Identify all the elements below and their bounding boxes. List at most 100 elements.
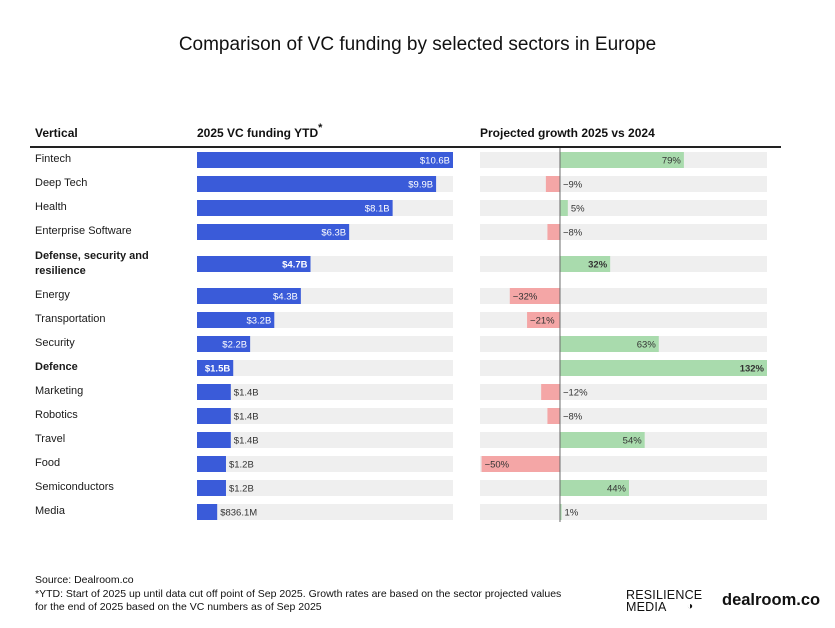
- growth-bar: [559, 336, 659, 352]
- header-growth: Projected growth 2025 vs 2024: [480, 126, 655, 140]
- funding-value-label: $10.6B: [420, 156, 450, 167]
- growth-bar: [545, 176, 560, 192]
- category-label: Semiconductors: [35, 481, 114, 493]
- funding-value-label: $1.2B: [229, 484, 254, 495]
- category-label: Food: [35, 457, 61, 469]
- category-label: Defense, security and resilience: [35, 250, 149, 277]
- growth-value-label: −50%: [485, 460, 510, 471]
- funding-value-label: $1.5B: [205, 364, 230, 375]
- funding-bar: [197, 152, 453, 168]
- funding-bar: [197, 456, 226, 472]
- growth-bar: [559, 152, 684, 168]
- growth-value-label: −8%: [563, 412, 583, 423]
- category-label: Marketing: [35, 385, 84, 397]
- funding-track: [197, 432, 453, 448]
- header-rule: [30, 146, 781, 148]
- funding-value-label: $6.3B: [321, 228, 346, 239]
- category-label: Media: [35, 505, 65, 517]
- growth-bar: [559, 256, 611, 272]
- category-label: Defence: [35, 361, 78, 373]
- growth-value-label: 5%: [571, 204, 585, 215]
- funding-value-label: $8.1B: [365, 204, 390, 215]
- category-label: Transportation: [35, 313, 106, 325]
- funding-bar: [197, 200, 393, 216]
- resilience-logo-line1: RESILIENCE: [626, 588, 703, 602]
- funding-value-label: $4.3B: [273, 292, 298, 303]
- footnote: *YTD: Start of 2025 up until data cut of…: [35, 588, 562, 613]
- growth-bar: [559, 360, 767, 376]
- funding-bar: [197, 176, 437, 192]
- source-note: Source: Dealroom.co: [35, 574, 134, 586]
- growth-value-label: 1%: [565, 508, 579, 519]
- funding-bar: [197, 224, 350, 240]
- funding-bar: [197, 256, 311, 272]
- funding-bar: [197, 360, 234, 376]
- funding-value-label: $4.7B: [282, 260, 307, 271]
- growth-value-label: −9%: [563, 180, 583, 191]
- growth-bar: [559, 480, 629, 496]
- category-label: Security: [35, 337, 75, 349]
- growth-value-label: 54%: [623, 436, 643, 447]
- category-label: Health: [35, 201, 67, 213]
- category-label: Enterprise Software: [35, 225, 132, 237]
- category-label: Travel: [35, 433, 66, 445]
- chart-title: Comparison of VC funding by selected sec…: [178, 34, 657, 55]
- resilience-media-logo: RESILIENCE MEDIA: [626, 588, 703, 614]
- header-funding: 2025 VC funding YTD*: [197, 122, 322, 140]
- funding-track: [197, 504, 453, 520]
- funding-value-label: $836.1M: [220, 508, 257, 519]
- growth-value-label: −32%: [513, 292, 538, 303]
- funding-value-label: $1.4B: [234, 436, 259, 447]
- growth-bar: [527, 312, 560, 328]
- header-vertical: Vertical: [35, 126, 78, 140]
- growth-track: [480, 408, 767, 424]
- growth-bar: [547, 408, 560, 424]
- category-label: Fintech: [35, 153, 72, 165]
- funding-bar: [197, 288, 301, 304]
- funding-bar: [197, 480, 226, 496]
- funding-value-label: $1.2B: [229, 460, 254, 471]
- funding-bar: [197, 432, 231, 448]
- funding-value-label: $2.2B: [222, 340, 247, 351]
- funding-track: [197, 480, 453, 496]
- growth-value-label: 132%: [740, 364, 765, 375]
- funding-track: [197, 384, 453, 400]
- category-label: Robotics: [35, 409, 78, 421]
- funding-bar: [197, 384, 231, 400]
- category-label: Deep Tech: [35, 177, 88, 189]
- growth-value-label: 32%: [588, 260, 608, 271]
- funding-value-label: $1.4B: [234, 412, 259, 423]
- growth-value-label: −21%: [530, 316, 555, 327]
- growth-value-label: 79%: [662, 156, 682, 167]
- growth-track: [480, 384, 767, 400]
- funding-bar: [197, 312, 275, 328]
- funding-value-label: $3.2B: [246, 316, 271, 327]
- growth-value-label: −8%: [563, 228, 583, 239]
- growth-bar: [559, 200, 568, 216]
- growth-bar: [559, 504, 562, 520]
- growth-value-label: 44%: [607, 484, 627, 495]
- growth-track: [480, 224, 767, 240]
- growth-bar: [481, 456, 560, 472]
- resilience-media-mark-icon: ◑: [687, 601, 694, 612]
- header-funding-asterisk: *: [318, 122, 323, 134]
- category-label: Energy: [35, 289, 70, 301]
- growth-value-label: −12%: [563, 388, 588, 399]
- growth-track: [480, 504, 767, 520]
- growth-track: [480, 200, 767, 216]
- dealroom-logo: dealroom.co: [722, 591, 821, 609]
- growth-track: [480, 312, 767, 328]
- funding-bar: [197, 336, 251, 352]
- funding-track: [197, 408, 453, 424]
- header-funding-text: 2025 VC funding YTD: [197, 126, 319, 140]
- growth-track: [480, 176, 767, 192]
- growth-track: [480, 256, 767, 272]
- resilience-logo-line2: MEDIA: [626, 600, 667, 614]
- funding-bar: [197, 408, 231, 424]
- growth-bar: [509, 288, 560, 304]
- growth-bar: [559, 432, 645, 448]
- funding-bar: [197, 504, 218, 520]
- growth-value-label: 63%: [637, 340, 657, 351]
- funding-track: [197, 360, 453, 376]
